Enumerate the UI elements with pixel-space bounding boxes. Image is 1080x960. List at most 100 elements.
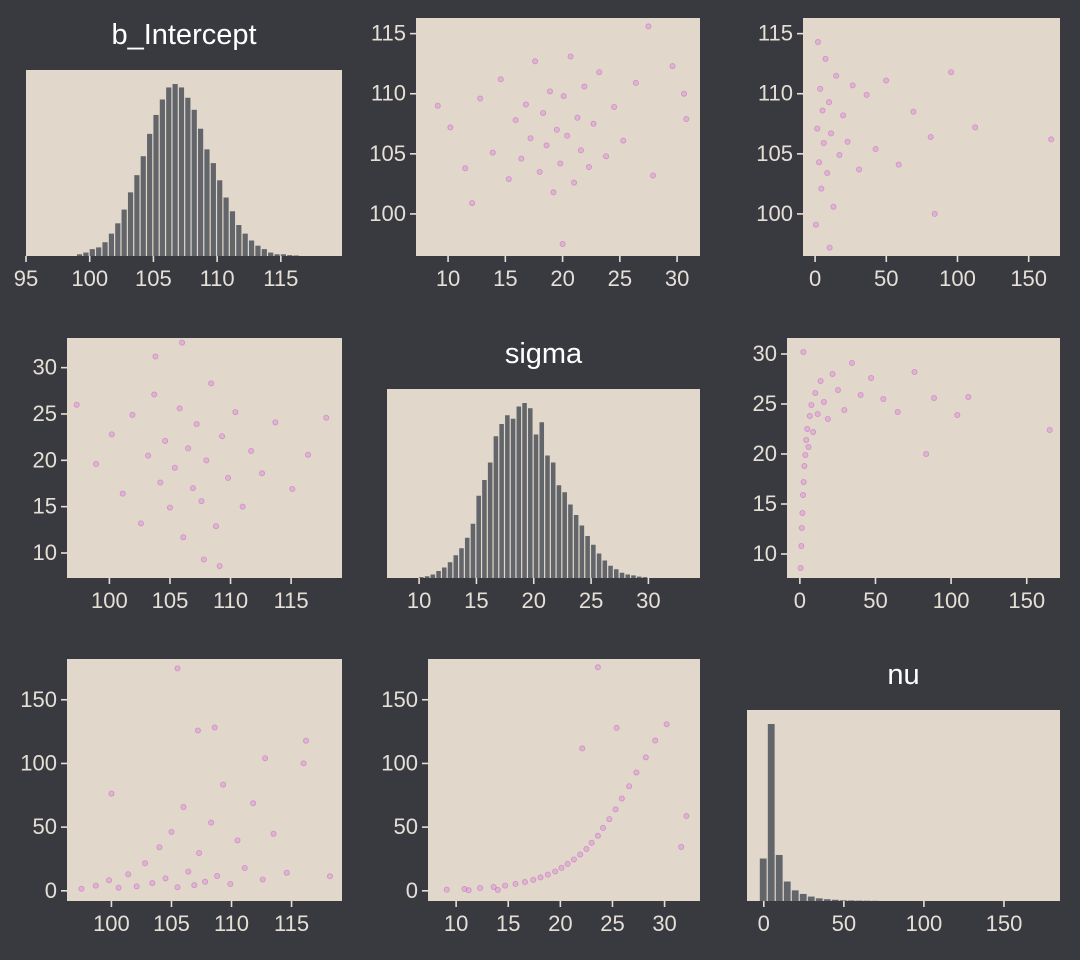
scatter-point	[527, 135, 534, 142]
x-tick-label: 0	[809, 266, 821, 291]
scatter-point	[462, 165, 469, 172]
scatter-point	[948, 69, 955, 76]
histogram-bar	[619, 572, 625, 578]
scatter-point	[434, 102, 441, 109]
x-tick-label: 110	[213, 588, 248, 613]
scatter-point	[583, 846, 590, 853]
histogram-bar	[487, 462, 493, 578]
scatter-point	[683, 115, 690, 122]
scatter-point	[180, 534, 187, 541]
x-tick-label: 100	[933, 588, 970, 613]
y-tick-label: 110	[758, 81, 793, 106]
x-tick-label: 10	[407, 588, 431, 613]
scatter-point	[543, 142, 550, 149]
panel-scatter-b_Intercept-vs-sigma: 10 15 20 25 30 100 105 110 115	[33, 338, 342, 613]
scatter-point	[241, 865, 248, 872]
x-tick-label: 15	[496, 911, 520, 936]
scatter-point	[518, 155, 525, 162]
scatter-point	[108, 790, 115, 797]
histogram-bar	[447, 562, 453, 578]
scatter-point	[806, 412, 813, 419]
panel-title: b_Intercept	[111, 19, 256, 51]
panel-scatter-sigma-vs-nu: 0 50 100 150 10 15 20 25 30	[381, 659, 700, 936]
scatter-point	[213, 523, 220, 530]
scatter-point	[805, 443, 812, 450]
scatter-point	[798, 525, 805, 532]
scatter-point	[797, 565, 804, 572]
scatter-point	[883, 77, 890, 84]
scatter-point	[540, 109, 547, 116]
scatter-point	[272, 419, 279, 426]
x-tick-label: 10	[436, 266, 460, 291]
x-tick-label: 150	[1010, 266, 1047, 291]
scatter-point	[574, 114, 581, 121]
scatter-point	[588, 839, 595, 846]
x-tick-label: 105	[153, 911, 190, 936]
histogram-bar	[115, 223, 121, 256]
scatter-point	[198, 498, 205, 505]
scatter-point	[633, 769, 640, 776]
scatter-point	[820, 398, 827, 405]
histogram-bar	[642, 577, 648, 578]
scatter-point	[577, 851, 584, 858]
x-tick-label: 115	[274, 911, 309, 936]
histogram-bar	[815, 898, 823, 901]
scatter-point	[834, 386, 841, 393]
scatter-point	[200, 556, 207, 563]
histogram-bar	[799, 893, 807, 901]
scatter-point	[857, 391, 864, 398]
panel-scatter-nu-vs-b_Intercept: 100 105 110 115 0 50 100 150	[756, 18, 1060, 291]
histogram-bar	[636, 576, 642, 578]
histogram-bar	[198, 128, 204, 256]
scatter-point	[650, 172, 657, 179]
histogram-bar	[482, 480, 487, 578]
scatter-point	[302, 737, 309, 744]
scatter-point	[570, 856, 577, 863]
scatter-point	[581, 83, 588, 90]
histogram-bar	[153, 114, 159, 257]
histogram-bar	[236, 225, 242, 256]
histogram-bar	[591, 544, 596, 578]
scatter-point	[923, 450, 930, 457]
scatter-point	[168, 828, 175, 835]
scatter-point	[652, 737, 659, 744]
scatter-point	[259, 470, 266, 477]
scatter-point	[151, 391, 158, 398]
x-tick-label: 25	[579, 588, 603, 613]
scatter-point	[594, 832, 601, 839]
scatter-point	[537, 874, 544, 881]
histogram-bar	[791, 890, 799, 901]
histogram-bar	[823, 899, 831, 901]
histogram-bar	[172, 84, 178, 256]
histogram-bar	[159, 99, 165, 256]
panel-background	[67, 659, 342, 901]
scatter-point	[965, 393, 972, 400]
scatter-point	[564, 132, 571, 139]
scatter-point	[270, 830, 277, 837]
scatter-point	[824, 415, 831, 422]
histogram-bar	[573, 515, 579, 578]
panel-hist-sigma: sigma 10 15 20 25 30	[387, 338, 700, 613]
scatter-point	[830, 203, 837, 210]
scatter-point	[800, 348, 807, 355]
x-tick-label: 105	[152, 588, 189, 613]
scatter-point	[579, 745, 586, 752]
x-tick-label: 105	[135, 266, 172, 291]
histogram-bar	[602, 560, 608, 578]
histogram-bar	[204, 149, 210, 256]
histogram-bar	[76, 254, 83, 256]
histogram-bar	[522, 403, 527, 578]
histogram-bar	[134, 175, 140, 256]
y-tick-label: 115	[758, 21, 793, 46]
panel-scatter-b_Intercept-vs-nu: 0 50 100 150 100 105 110 115	[20, 659, 342, 936]
histogram-bar	[185, 97, 191, 256]
scatter-point	[174, 884, 181, 891]
scatter-point	[590, 120, 597, 127]
scatter-point	[225, 474, 232, 481]
scatter-point	[1048, 136, 1055, 143]
scatter-point	[142, 860, 149, 867]
scatter-point	[618, 795, 625, 802]
histogram-bar	[568, 504, 573, 578]
scatter-point	[78, 885, 85, 892]
